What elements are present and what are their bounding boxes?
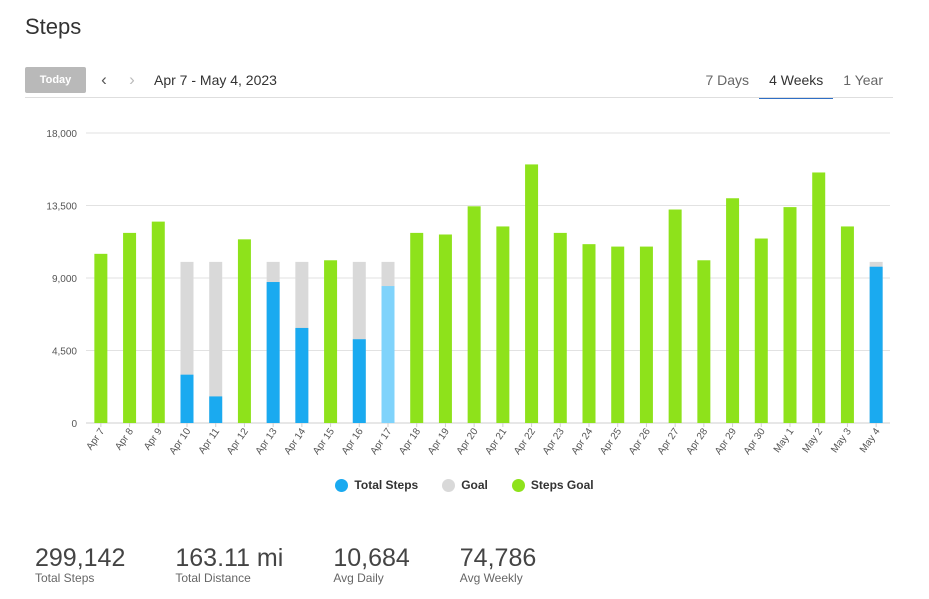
x-tick-label: Apr 16: [340, 426, 366, 457]
steps-bar: [295, 327, 309, 423]
goal-bar: [209, 261, 223, 423]
tab-4-weeks[interactable]: 4 Weeks: [759, 64, 834, 99]
y-tick-label: 13,500: [46, 202, 77, 213]
x-tick-label: Apr 27: [656, 426, 682, 457]
x-tick-label: Apr 20: [455, 426, 481, 457]
y-tick-label: 18,000: [46, 129, 77, 140]
y-tick-label: 0: [71, 419, 77, 430]
x-tick-label: Apr 13: [254, 426, 280, 457]
tab-7-days[interactable]: 7 Days: [705, 72, 750, 88]
steps-bar: [496, 226, 510, 423]
x-tick-label: May 2: [801, 426, 826, 455]
steps-bar: [553, 232, 567, 423]
legend-swatch: [335, 478, 349, 492]
stat-value: 299,142: [35, 544, 126, 572]
y-tick-label: 4,500: [52, 347, 77, 358]
stat-value: 10,684: [333, 544, 410, 572]
steps-bar: [151, 221, 165, 423]
date-range-label: Apr 7 - May 4, 2023: [154, 72, 277, 88]
steps-bar: [237, 239, 251, 423]
x-tick-label: May 3: [829, 426, 854, 455]
x-tick-label: Apr 24: [570, 426, 596, 457]
x-tick-label: Apr 12: [225, 426, 251, 457]
steps-bar: [410, 232, 424, 423]
steps-bar: [381, 286, 395, 423]
steps-bar: [352, 339, 366, 423]
steps-bar: [697, 260, 711, 423]
steps-bar: [726, 198, 740, 423]
header-divider: [25, 97, 893, 98]
steps-bar: [438, 234, 452, 423]
x-tick-label: Apr 17: [369, 426, 395, 457]
stat-avg-weekly: 74,786 Avg Weekly: [460, 543, 536, 585]
x-tick-label: Apr 22: [512, 426, 538, 457]
steps-bar: [840, 226, 854, 423]
tab-1-year[interactable]: 1 Year: [843, 72, 883, 88]
x-tick-label: Apr 9: [142, 426, 165, 452]
x-tick-label: Apr 14: [282, 426, 308, 457]
x-tick-label: Apr 15: [311, 426, 337, 457]
x-tick-label: Apr 29: [713, 426, 739, 457]
stat-label: Total Steps: [35, 571, 95, 585]
steps-bar: [754, 238, 768, 423]
stat-label: Avg Daily: [333, 571, 384, 585]
legend-item-goal[interactable]: Goal: [442, 478, 488, 492]
x-tick-label: Apr 21: [483, 426, 509, 457]
steps-bar: [639, 246, 653, 423]
steps-bar: [94, 253, 108, 423]
legend-swatch: [511, 478, 525, 492]
steps-bar: [783, 207, 797, 423]
steps-bar: [324, 260, 338, 423]
steps-bar: [525, 164, 539, 423]
x-tick-label: Apr 10: [168, 426, 194, 457]
stat-avg-daily: 10,684 Avg Daily: [333, 543, 409, 585]
steps-bar: [467, 206, 481, 423]
steps-bar: [869, 266, 883, 423]
page-title: Steps: [25, 14, 82, 39]
period-tabs: 7 Days 4 Weeks 1 Year: [695, 64, 893, 99]
x-tick-label: Apr 28: [684, 426, 710, 457]
x-tick-label: Apr 25: [598, 426, 624, 457]
x-tick-label: Apr 18: [397, 426, 423, 457]
x-tick-label: Apr 7: [85, 426, 108, 452]
legend-swatch: [442, 478, 456, 492]
x-tick-label: Apr 26: [627, 426, 653, 457]
stat-total-steps: 299,142 Total Steps: [35, 543, 125, 585]
legend-label: Goal: [461, 478, 488, 492]
x-tick-label: May 1: [772, 426, 797, 455]
x-tick-label: May 4: [858, 426, 883, 455]
steps-bar: [668, 209, 682, 423]
steps-bar: [123, 232, 137, 423]
legend-item-steps-goal[interactable]: Steps Goal: [511, 478, 594, 492]
today-button[interactable]: Today: [25, 67, 86, 93]
x-tick-label: Apr 30: [742, 426, 768, 457]
chevron-left-icon[interactable]: ‹: [101, 70, 107, 89]
stat-label: Avg Weekly: [459, 571, 523, 585]
steps-bar: [582, 244, 596, 423]
steps-bar: [266, 282, 280, 423]
steps-bar: [611, 246, 625, 423]
chevron-right-icon[interactable]: ›: [129, 70, 135, 89]
steps-bar: [180, 374, 194, 423]
stat-total-distance: 163.11 mi Total Distance: [175, 543, 283, 585]
stat-value: 163.11 mi: [175, 544, 284, 572]
legend-label: Steps Goal: [530, 478, 594, 492]
x-tick-label: Apr 19: [426, 426, 452, 457]
steps-bar: [209, 396, 223, 423]
summary-stats: 299,142 Total Steps 163.11 mi Total Dist…: [35, 543, 586, 585]
stat-value: 74,786: [459, 544, 537, 572]
steps-bar: [812, 172, 826, 423]
x-tick-label: Apr 11: [197, 426, 223, 456]
chart-legend: Total Steps Goal Steps Goal: [0, 478, 929, 492]
x-tick-label: Apr 8: [113, 426, 136, 452]
legend-item-total-steps[interactable]: Total Steps: [335, 478, 418, 492]
y-tick-label: 9,000: [52, 274, 77, 285]
stat-label: Total Distance: [175, 571, 251, 585]
legend-label: Total Steps: [354, 478, 419, 492]
x-tick-label: Apr 23: [541, 426, 567, 457]
